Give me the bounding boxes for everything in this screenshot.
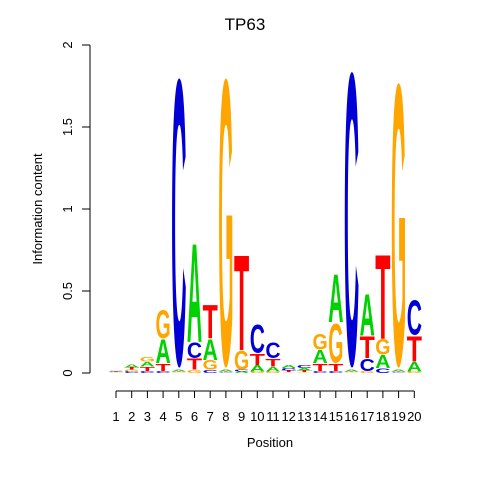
logo-letter-a: A (360, 283, 375, 348)
logo-letter-c: C (297, 364, 312, 369)
x-tick-label: 4 (159, 409, 166, 424)
logo-letter-a: A (108, 370, 124, 371)
x-tick-label: 18 (376, 409, 390, 424)
x-tick-label: 6 (191, 409, 198, 424)
logo-letter-t: T (375, 231, 390, 365)
x-tick-label: 11 (266, 409, 280, 424)
y-tick-label: 0.5 (60, 282, 75, 300)
logo-letter-a: A (328, 260, 343, 337)
y-axis: 0 0.5 1 1.5 2 (60, 41, 90, 376)
logo-letter-g: G (156, 301, 171, 347)
x-tick-label: 1 (112, 409, 119, 424)
logo-letter-c: C (265, 337, 281, 363)
y-tick-label: 0 (60, 369, 75, 376)
x-tick-label: 7 (207, 409, 214, 424)
y-tick-label: 1 (60, 205, 75, 212)
logo-letter-g: G (140, 356, 155, 363)
logo-letter-a: A (281, 364, 296, 369)
logo-letter-t: T (203, 296, 218, 350)
y-tick-label: 2 (60, 41, 75, 48)
x-tick-label: 14 (313, 409, 327, 424)
logo-letter-g: G (313, 331, 328, 355)
logo-letter-c: C (250, 316, 265, 361)
y-axis-title: Information content (30, 153, 45, 265)
x-tick-label: 9 (238, 409, 245, 424)
logo-letter-c: C (171, 0, 186, 451)
logo-letter-c: C (407, 292, 422, 347)
logo-letter-c: C (344, 0, 359, 452)
x-tick-label: 10 (250, 409, 264, 424)
x-tick-label: 2 (128, 409, 135, 424)
x-tick-label: 15 (329, 409, 343, 424)
logo-letter-g: G (391, 2, 406, 450)
x-tick-label: 13 (297, 409, 311, 424)
x-tick-label: 20 (407, 409, 421, 424)
logo-letter-a: A (124, 363, 139, 368)
x-tick-label: 3 (144, 409, 151, 424)
x-axis: 1 2 3 4 5 6 7 8 9 10 11 12 13 14 15 16 17 18 19 20 (112, 391, 421, 424)
x-axis-title: Position (247, 435, 293, 450)
x-tick-label: 12 (281, 409, 295, 424)
logo-letter-a: A (187, 216, 202, 373)
logo-letter-g: G (218, 0, 233, 451)
logo-letter-t: T (234, 226, 249, 379)
y-tick-label: 1.5 (60, 118, 75, 136)
x-tick-label: 17 (360, 409, 374, 424)
